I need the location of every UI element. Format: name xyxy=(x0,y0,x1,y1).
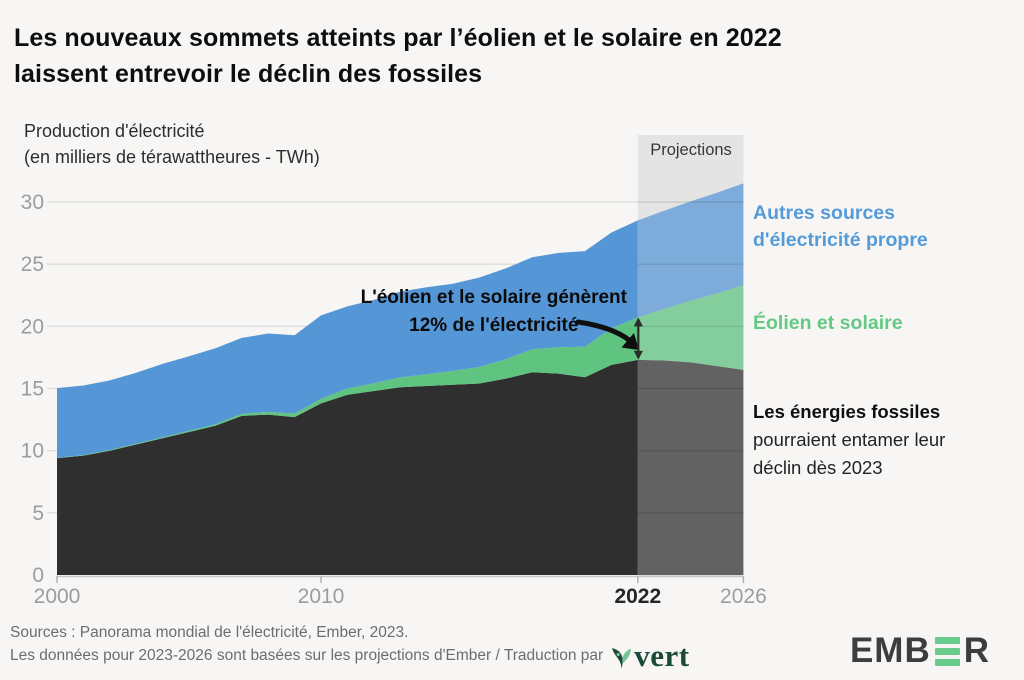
svg-text:5: 5 xyxy=(32,502,44,525)
svg-text:2022: 2022 xyxy=(614,585,661,608)
title-line-1: Les nouveaux sommets atteints par l’éoli… xyxy=(14,24,782,52)
y-axis-title-line-2: (en milliers de térawattheures - TWh) xyxy=(24,147,320,167)
legend-other-clean-sources: Autres sources d'électricité propre xyxy=(753,200,928,254)
title-line-2: laissent entrevoir le déclin des fossile… xyxy=(14,60,483,88)
legend-wind-solar: Éolien et solaire xyxy=(753,312,903,334)
legend-fossil-bold: Les énergies fossiles xyxy=(753,401,941,422)
legend-clean-line-2: d'électricité propre xyxy=(753,229,928,251)
projections-label: Projections xyxy=(650,141,732,159)
ember-logo: EMB R xyxy=(850,631,990,671)
legend-fossil-line-3: déclin dès 2023 xyxy=(753,457,883,478)
svg-text:2026: 2026 xyxy=(720,585,767,608)
ember-logo-text-1: EMB xyxy=(849,631,931,670)
svg-text:20: 20 xyxy=(21,315,44,338)
source-line-2-text: Les données pour 2023-2026 sont basées s… xyxy=(10,647,604,664)
legend-fossil-line-2: pourraient entamer leur xyxy=(753,429,946,450)
range-arrow-icon xyxy=(633,317,643,360)
svg-text:2000: 2000 xyxy=(34,585,81,608)
svg-text:2010: 2010 xyxy=(298,585,345,608)
y-axis-title: Production d'électricité (en milliers de… xyxy=(24,118,320,170)
y-axis-title-line-1: Production d'électricité xyxy=(24,121,205,141)
svg-text:10: 10 xyxy=(21,440,44,463)
source-line: Sources : Panorama mondial de l'électric… xyxy=(10,624,409,641)
ember-logo-bars-icon xyxy=(934,636,960,666)
vert-leaf-icon xyxy=(612,648,632,669)
annotation-wind-solar-share: L'éolien et le solaire génèrent 12% de l… xyxy=(361,284,627,340)
svg-text:0: 0 xyxy=(32,564,44,587)
svg-text:25: 25 xyxy=(21,253,44,276)
annotation-line-2: 12% de l'électricité xyxy=(409,315,579,336)
annotation-line-1: L'éolien et le solaire génèrent xyxy=(360,287,627,308)
svg-text:30: 30 xyxy=(21,191,44,214)
ember-logo-text-2: R xyxy=(963,631,990,670)
vert-logo-text: vert xyxy=(634,638,690,673)
source-line-2: Les données pour 2023-2026 sont basées s… xyxy=(10,638,690,673)
svg-text:15: 15 xyxy=(21,378,44,401)
page-title: Les nouveaux sommets atteints par l’éoli… xyxy=(14,20,782,92)
legend-clean-line-1: Autres sources xyxy=(753,202,895,224)
legend-fossil: Les énergies fossiles pourraient entamer… xyxy=(753,398,945,482)
vert-logo: vert xyxy=(610,638,690,673)
